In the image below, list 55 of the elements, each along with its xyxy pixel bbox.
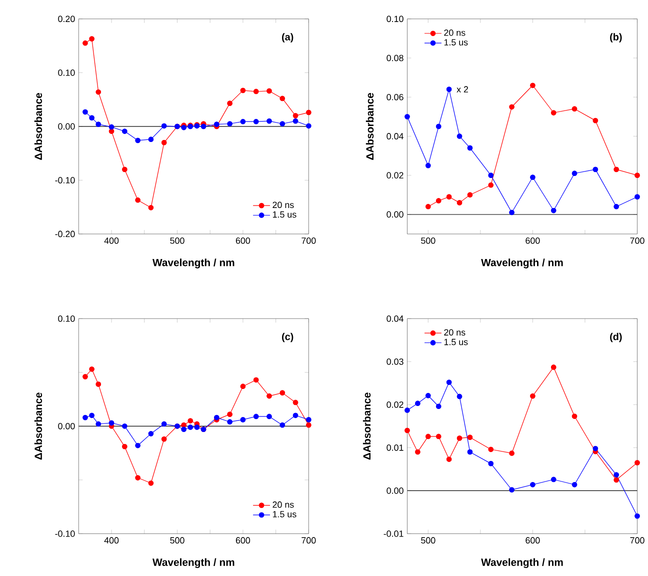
y-tick-label: 0.10 — [386, 16, 404, 22]
y-axis-title: ΔAbsorbance — [366, 93, 374, 160]
x-tick-label: 600 — [236, 238, 250, 244]
x-axis-title: Wavelength / nm — [481, 258, 563, 269]
annotation: (d) — [610, 333, 622, 342]
y-tick-label: 0.10 — [58, 316, 75, 322]
legend-label: 1.5 us — [272, 212, 296, 218]
x-tick-label: 600 — [526, 537, 540, 544]
legend-label: 20 ns — [272, 202, 294, 208]
y-tick-label: 0.02 — [386, 172, 404, 179]
annotation: (a) — [282, 33, 294, 43]
y-axis-title: ΔAbsorbance — [362, 392, 371, 460]
y-tick-label: 0.00 — [58, 124, 75, 130]
x-tick-label: 400 — [104, 238, 119, 244]
x-tick-label: 500 — [170, 537, 184, 544]
y-axis-title: ΔAbsorbance — [34, 93, 42, 160]
x-tick-label: 500 — [421, 238, 436, 244]
x-tick-label: 400 — [104, 537, 119, 544]
x-axis-title: Wavelength / nm — [481, 558, 563, 568]
x-tick-label: 700 — [302, 537, 316, 544]
x-tick-label: 500 — [170, 238, 184, 244]
x-tick-label: 700 — [630, 238, 644, 244]
x-tick-label: 600 — [236, 537, 250, 544]
y-tick-label: 0.04 — [386, 316, 404, 322]
x-tick-label: 500 — [421, 537, 436, 544]
legend-label: 1.5 us — [444, 39, 468, 46]
legend-label: 1.5 us — [444, 339, 468, 346]
x-tick-label: 700 — [630, 537, 644, 544]
y-tick-label: 0.00 — [58, 423, 75, 430]
y-tick-label: -0.01 — [384, 530, 404, 538]
legend-label: 20 ns — [272, 502, 294, 508]
y-tick-label: 0.02 — [386, 402, 404, 408]
y-tick-label: 0.04 — [386, 133, 404, 140]
annotation: x 2 — [456, 86, 468, 93]
x-axis-title: Wavelength / nm — [152, 558, 234, 568]
y-tick-label: 0.20 — [58, 16, 75, 22]
annotation: (b) — [610, 33, 622, 43]
y-axis-title: ΔAbsorbance — [34, 392, 42, 460]
y-tick-label: -0.20 — [55, 231, 75, 238]
y-tick-label: -0.10 — [55, 177, 75, 184]
legend-label: 20 ns — [444, 30, 466, 36]
x-tick-label: 700 — [302, 238, 316, 244]
legend-label: 20 ns — [444, 329, 466, 336]
y-tick-label: 0.00 — [386, 488, 404, 494]
y-tick-label: 0.00 — [386, 212, 404, 218]
legend-label: 1.5 us — [272, 511, 296, 518]
y-tick-label: -0.10 — [55, 530, 75, 538]
y-tick-label: 0.08 — [386, 55, 404, 62]
y-tick-label: 0.10 — [58, 70, 75, 76]
y-tick-label: 0.03 — [386, 358, 404, 366]
y-tick-label: 0.01 — [386, 444, 404, 452]
y-tick-label: 0.06 — [386, 94, 404, 101]
annotation: (c) — [282, 333, 294, 342]
x-tick-label: 600 — [526, 238, 540, 244]
x-axis-title: Wavelength / nm — [152, 258, 234, 269]
